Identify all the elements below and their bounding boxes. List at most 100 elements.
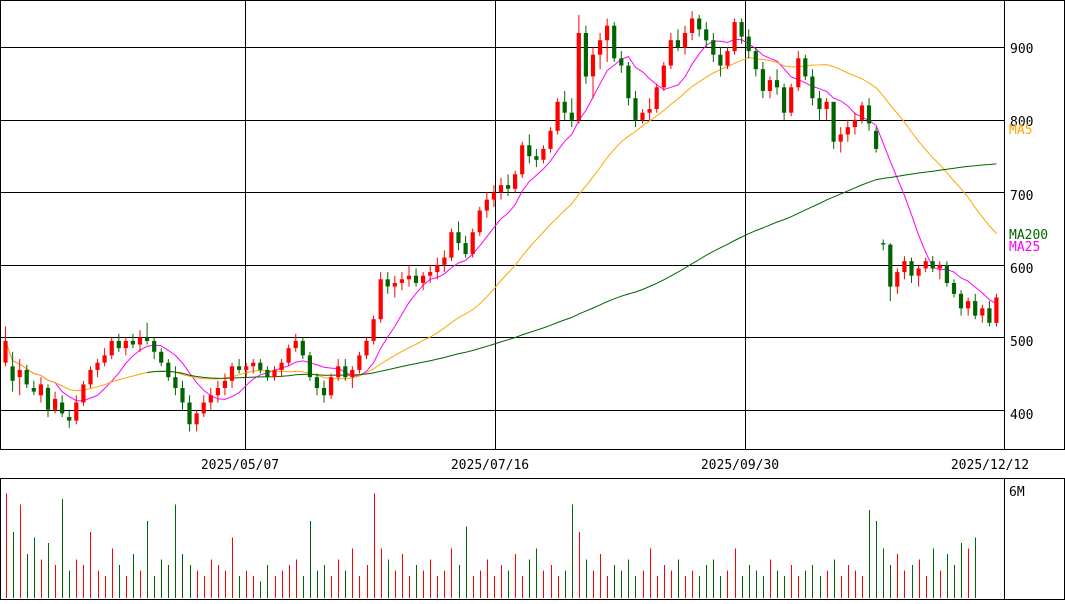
candle	[725, 47, 730, 70]
candle	[237, 359, 242, 374]
candle-body	[300, 340, 305, 356]
candle-body	[265, 369, 270, 378]
candle-body	[541, 148, 546, 160]
candle	[803, 54, 808, 81]
candle-body	[789, 87, 794, 113]
candle	[711, 32, 716, 62]
candle	[569, 98, 574, 128]
candle	[350, 366, 355, 389]
candle	[732, 18, 737, 55]
candle	[187, 395, 192, 432]
ma200-label: MA200	[1009, 228, 1048, 243]
candle-body	[923, 261, 928, 269]
candle-body	[31, 388, 36, 392]
candle	[385, 272, 390, 294]
candle	[406, 264, 412, 287]
candle-body	[803, 58, 808, 77]
moving-average-lines	[5, 38, 997, 402]
candle	[364, 337, 369, 360]
candle	[428, 264, 433, 283]
candle-body	[321, 388, 327, 396]
candle	[647, 98, 652, 120]
candle	[378, 272, 383, 323]
candle-body	[966, 301, 971, 309]
candle	[661, 61, 666, 91]
candle	[739, 18, 744, 44]
candle-body	[251, 362, 256, 367]
candle	[343, 359, 348, 381]
candle	[774, 69, 780, 95]
candle	[513, 170, 518, 193]
candle-body	[413, 275, 419, 283]
candle	[463, 235, 468, 258]
candle-body	[690, 18, 695, 33]
candle-body	[548, 130, 553, 149]
candle-body	[329, 377, 334, 396]
candle	[67, 409, 72, 428]
candle-body	[590, 54, 596, 77]
y-tick-label: 900	[1010, 42, 1033, 57]
candle-body	[732, 22, 737, 52]
candle-body	[520, 145, 525, 175]
candle-body	[81, 384, 86, 403]
candle-body	[888, 244, 893, 287]
candle-body	[215, 388, 220, 396]
candle	[852, 112, 857, 135]
candle-body	[817, 98, 822, 110]
candle	[293, 333, 298, 352]
candle	[782, 83, 787, 120]
candle-body	[859, 105, 865, 120]
candle	[74, 395, 79, 425]
candle-body	[229, 366, 235, 381]
candle	[534, 148, 539, 168]
candle-body	[612, 25, 617, 59]
x-tick-labels: 2025/05/07 2025/07/16 2025/09/30 2025/12…	[201, 458, 1029, 473]
candle	[966, 297, 971, 316]
candle	[399, 272, 404, 291]
candle	[626, 61, 631, 106]
candle-body	[272, 369, 277, 378]
candle	[760, 61, 765, 99]
candle-body	[137, 337, 143, 345]
candle-body	[881, 243, 886, 245]
candle-body	[60, 402, 65, 414]
candle-body	[697, 18, 702, 30]
candle	[166, 359, 171, 381]
candle	[300, 337, 305, 360]
candle-body	[569, 112, 574, 120]
candle	[81, 380, 86, 407]
candle	[222, 373, 227, 396]
candle-body	[3, 340, 8, 363]
x-tick-label: 2025/09/30	[701, 458, 779, 473]
candle	[697, 14, 702, 37]
candle-body	[449, 232, 454, 258]
candle	[229, 362, 235, 389]
candle-body	[208, 395, 213, 403]
candle	[690, 11, 695, 41]
candle-body	[838, 134, 843, 142]
candle	[888, 243, 893, 302]
candle	[244, 362, 249, 378]
y-tick-label: 400	[1010, 408, 1033, 423]
candle-body	[38, 384, 43, 396]
candle	[272, 366, 277, 381]
candle-body	[654, 87, 659, 109]
x-tick-label: 2025/07/16	[451, 458, 529, 473]
candle-body	[244, 366, 249, 370]
candle-body	[173, 377, 178, 389]
candle-body	[399, 279, 404, 283]
candle-body	[286, 348, 291, 363]
candle	[675, 29, 680, 52]
candle-body	[456, 232, 461, 244]
candle	[10, 351, 15, 392]
candle	[909, 257, 914, 283]
candle-body	[45, 388, 51, 410]
candle	[180, 380, 185, 410]
candle-body	[668, 40, 673, 66]
candle	[435, 257, 440, 280]
candle-body	[958, 293, 964, 309]
candle	[605, 18, 610, 62]
x-tick-label: 2025/12/12	[951, 458, 1029, 473]
y-tick-label: 600	[1010, 262, 1033, 277]
candle-body	[845, 127, 850, 135]
